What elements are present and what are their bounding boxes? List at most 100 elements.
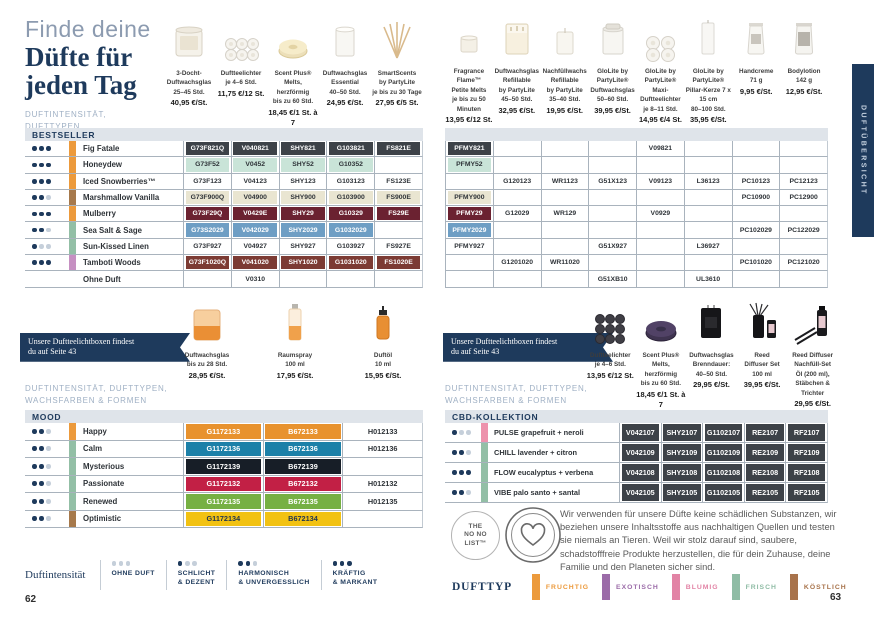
intensity-dot	[46, 244, 51, 249]
intensity-dot	[39, 178, 44, 184]
product-code-cell: PFMY2029	[445, 222, 493, 238]
product-card: GloLite by PartyLite® Duftwachsglas 50–60 S…	[589, 18, 637, 126]
product-code-cell	[588, 255, 636, 271]
black-jar-icon	[691, 294, 731, 348]
dufttyp-legend-item: KÖSTLICH	[789, 574, 847, 600]
fragrance-name: Iced Snowberries™	[83, 176, 156, 186]
product-price: 15,95 €/St.	[364, 370, 402, 380]
table-row: PFMY2029 PC102029 PC122029	[445, 222, 828, 239]
title-bold-line1: Düfte für	[25, 42, 133, 72]
intensity-dot	[46, 162, 51, 168]
product-code: G103900	[328, 190, 373, 205]
product-code-cell: PC10123	[731, 173, 780, 189]
intensity-dot	[339, 561, 345, 566]
product-code-cell: PC121020	[779, 255, 827, 271]
dufttyp-swatch	[731, 574, 740, 600]
product-label: SmartScents	[377, 70, 417, 77]
product-code: PC122029	[787, 226, 820, 234]
intensity-dot	[39, 463, 44, 469]
intensity-dot	[46, 211, 51, 217]
page-number-left: 62	[25, 594, 37, 605]
dufttyp-swatch	[789, 574, 798, 600]
table-row: Ohne Duft V0310	[25, 271, 423, 288]
product-code: FS900E	[376, 190, 421, 205]
table-row: Mysterious G1172139 B672139	[25, 458, 423, 476]
product-label: Duftteelichter	[220, 70, 262, 77]
dark-melt-tray-icon	[641, 294, 681, 348]
product-code-cell	[183, 271, 231, 287]
product-code: G73F927	[193, 242, 222, 250]
dufttyp-swatch	[671, 574, 680, 600]
product-code: V042108	[621, 464, 660, 481]
product-code-cell: B672136	[262, 440, 343, 457]
product-card: Duftwachsglas bis zu 28 Std. 28,95 €/St.	[163, 294, 251, 381]
product-card: Scent Plus® Melts, herzförmig bis zu 60 St…	[267, 20, 319, 129]
product-price: 28,95 €/St.	[188, 370, 226, 380]
product-label: Nachfüll-Set	[794, 361, 832, 369]
product-code: V042107	[621, 424, 660, 441]
product-code-cell: V0429E	[230, 206, 279, 222]
product-code-cell	[636, 271, 684, 287]
product-code: SHY2107	[663, 424, 701, 441]
product-code-cell: V0310	[230, 271, 279, 287]
bestseller-extension-table: PFMY821 V09821 PFMY52 G120123 WR1123 G51X123 V…	[445, 128, 828, 288]
product-code: V040821	[233, 142, 278, 156]
product-card: SmartScents by PartyLite je bis zu 30 Tage…	[371, 20, 423, 129]
product-code: G51X123	[598, 177, 627, 185]
intensity-dot	[32, 463, 37, 469]
left-mid-products: Duftwachsglas bis zu 28 Std. 28,95 €/St. Ra…	[163, 294, 427, 381]
dufttyp-label: EXOTISCH	[616, 583, 659, 591]
product-price: 35,95 €/St.	[689, 115, 727, 125]
table-row: G120123 WR1123 G51X123 V09123 L36123 PC10123 P…	[445, 173, 828, 190]
scent-type-bar	[67, 238, 78, 255]
product-code-cell: SHY52	[278, 157, 327, 173]
product-code-cell: G73F1020Q	[183, 255, 231, 271]
fragrance-name: Tamboti Woods	[83, 258, 141, 268]
product-label: Brenndauer:	[692, 361, 731, 369]
banner-line: Unsere Duftteelichtboxen findest	[28, 337, 135, 346]
product-code: PFMY29	[447, 207, 492, 221]
product-code-cell: SHY2029	[278, 222, 327, 238]
product-code-cell: RE2107	[743, 423, 786, 442]
product-code-cell: V042107	[619, 423, 661, 442]
intensity-dot	[118, 561, 124, 566]
product-code: RE2108	[746, 464, 784, 481]
scent-type-bar	[67, 206, 78, 222]
product-code-cell	[731, 238, 780, 255]
product-code: G1102108	[704, 464, 743, 481]
product-label: Refillable	[550, 77, 579, 85]
product-code-cell: RF2105	[785, 483, 827, 502]
product-code-cell: V042108	[619, 463, 661, 482]
intensity-dots	[25, 239, 67, 254]
intensity-dots	[25, 271, 67, 286]
product-code-cell: V042109	[619, 443, 661, 462]
product-code-cell: B672135	[262, 493, 343, 510]
product-card: Reed Diffuser Set 100 ml 39,95 €/St.	[737, 294, 788, 411]
product-code: RF2107	[787, 424, 826, 441]
chapter-tab[interactable]: DUFTÜBERSICHT	[852, 64, 874, 237]
product-code: G103927	[336, 242, 365, 250]
table-row: PULSE grapefruit + neroli V042107 SHY2107 G…	[445, 423, 828, 443]
intensity-legend-label: & DEZENT	[177, 578, 215, 586]
fragrance-name: Honeydew	[83, 160, 122, 170]
product-label: Essential	[331, 79, 359, 87]
product-code-cell: RF2108	[785, 463, 827, 482]
product-code-cell: B672134	[262, 510, 343, 527]
product-label: 80–100 Std.	[690, 105, 726, 113]
product-label: Diffuser Set	[744, 361, 780, 369]
product-code: PC121020	[787, 259, 820, 267]
intensity-dot	[39, 162, 44, 168]
product-code: G73F52	[185, 158, 230, 172]
product-code-cell: G1031020	[326, 255, 374, 271]
product-label: Duftwachsglas	[590, 86, 635, 94]
product-label: je bis zu 50 Minuten	[452, 96, 486, 113]
pure-heart-stamp-icon	[504, 506, 562, 569]
product-code-cell: WR1123	[540, 173, 589, 189]
product-code: G1102105	[704, 484, 743, 501]
mood-table: MOOD Happy G1172133 B672133 H012133 Calm G117…	[25, 410, 423, 528]
product-code-cell: V0452	[230, 157, 279, 173]
intensity-dot	[347, 561, 352, 566]
product-label: 45–50 Std.	[501, 96, 533, 104]
product-label: by PartyLite	[546, 86, 583, 94]
